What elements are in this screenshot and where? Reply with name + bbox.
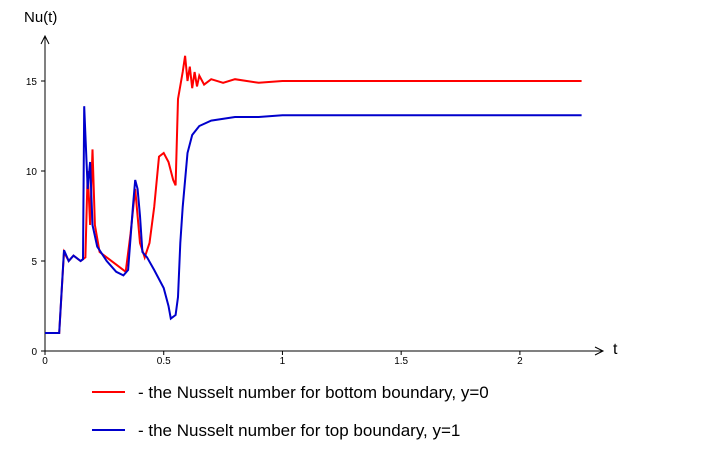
x-axis-arrow [594, 346, 605, 356]
x-axis-label: t [613, 341, 618, 358]
y-tick-label: 0 [31, 347, 37, 358]
x-tick-label: 1.5 [394, 356, 408, 367]
legend-label: - the Nusselt number for top boundary, y… [138, 421, 460, 440]
x-tick-label: 2 [517, 356, 523, 367]
y-axis-label: Nu(t) [24, 9, 57, 26]
x-tick-label: 0 [42, 356, 48, 367]
legend-label: - the Nusselt number for bottom boundary… [138, 383, 489, 402]
series-line [45, 55, 582, 334]
y-tick-label: 5 [31, 257, 37, 268]
series-line [45, 106, 582, 334]
y-axis-arrow [40, 34, 50, 45]
y-tick-label: 15 [26, 77, 38, 88]
x-tick-label: 0.5 [157, 356, 171, 367]
y-tick-label: 10 [26, 167, 38, 178]
x-tick-label: 1 [280, 356, 286, 367]
